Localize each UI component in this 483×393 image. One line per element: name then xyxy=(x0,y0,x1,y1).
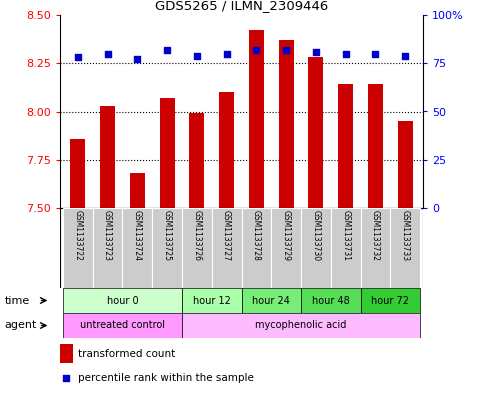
Title: GDS5265 / ILMN_2309446: GDS5265 / ILMN_2309446 xyxy=(155,0,328,13)
Bar xyxy=(182,208,212,288)
Text: untreated control: untreated control xyxy=(80,321,165,331)
Text: GSM1133728: GSM1133728 xyxy=(252,210,261,261)
Bar xyxy=(279,40,294,208)
Text: hour 48: hour 48 xyxy=(312,296,350,305)
Text: GSM1133732: GSM1133732 xyxy=(371,210,380,261)
Text: GSM1133724: GSM1133724 xyxy=(133,210,142,261)
Point xyxy=(401,52,409,59)
Text: GSM1133731: GSM1133731 xyxy=(341,210,350,261)
Bar xyxy=(71,138,85,208)
Bar xyxy=(338,84,353,208)
Bar xyxy=(301,208,331,288)
Bar xyxy=(398,121,412,208)
Bar xyxy=(189,114,204,208)
Text: hour 72: hour 72 xyxy=(371,296,409,305)
Text: percentile rank within the sample: percentile rank within the sample xyxy=(78,373,254,384)
Bar xyxy=(63,313,182,338)
Bar xyxy=(309,57,323,208)
Bar xyxy=(123,208,152,288)
Text: GSM1133723: GSM1133723 xyxy=(103,210,112,261)
Point xyxy=(133,56,141,62)
Text: GSM1133722: GSM1133722 xyxy=(73,210,83,261)
Bar xyxy=(242,208,271,288)
Bar xyxy=(160,98,174,208)
Text: GSM1133733: GSM1133733 xyxy=(400,210,410,261)
Point xyxy=(193,52,201,59)
Text: hour 12: hour 12 xyxy=(193,296,231,305)
Bar xyxy=(60,344,73,363)
Text: hour 24: hour 24 xyxy=(252,296,290,305)
Text: GSM1133730: GSM1133730 xyxy=(312,210,320,261)
Point xyxy=(342,50,350,57)
Text: GSM1133725: GSM1133725 xyxy=(163,210,171,261)
Bar xyxy=(271,208,301,288)
Point xyxy=(104,50,112,57)
Text: transformed count: transformed count xyxy=(78,349,175,359)
Point xyxy=(253,47,260,53)
Text: time: time xyxy=(5,296,30,305)
Bar xyxy=(249,30,264,208)
Bar xyxy=(182,313,420,338)
Bar xyxy=(130,173,145,208)
Bar xyxy=(368,84,383,208)
Bar xyxy=(390,208,420,288)
Text: mycophenolic acid: mycophenolic acid xyxy=(256,321,347,331)
Point xyxy=(282,47,290,53)
Text: GSM1133729: GSM1133729 xyxy=(282,210,291,261)
Point xyxy=(371,50,379,57)
Bar xyxy=(152,208,182,288)
Bar xyxy=(100,106,115,208)
Bar xyxy=(63,288,182,313)
Text: GSM1133727: GSM1133727 xyxy=(222,210,231,261)
Text: hour 0: hour 0 xyxy=(107,296,138,305)
Text: GSM1133726: GSM1133726 xyxy=(192,210,201,261)
Bar xyxy=(301,288,360,313)
Bar xyxy=(242,288,301,313)
Point xyxy=(163,47,171,53)
Point xyxy=(74,54,82,61)
Bar xyxy=(212,208,242,288)
Point xyxy=(312,48,320,55)
Point xyxy=(62,375,70,382)
Bar xyxy=(360,288,420,313)
Text: agent: agent xyxy=(5,321,37,331)
Bar xyxy=(93,208,123,288)
Point xyxy=(223,50,230,57)
Bar xyxy=(331,208,360,288)
Bar xyxy=(219,92,234,208)
Bar xyxy=(63,208,93,288)
Bar xyxy=(182,288,242,313)
Bar xyxy=(360,208,390,288)
